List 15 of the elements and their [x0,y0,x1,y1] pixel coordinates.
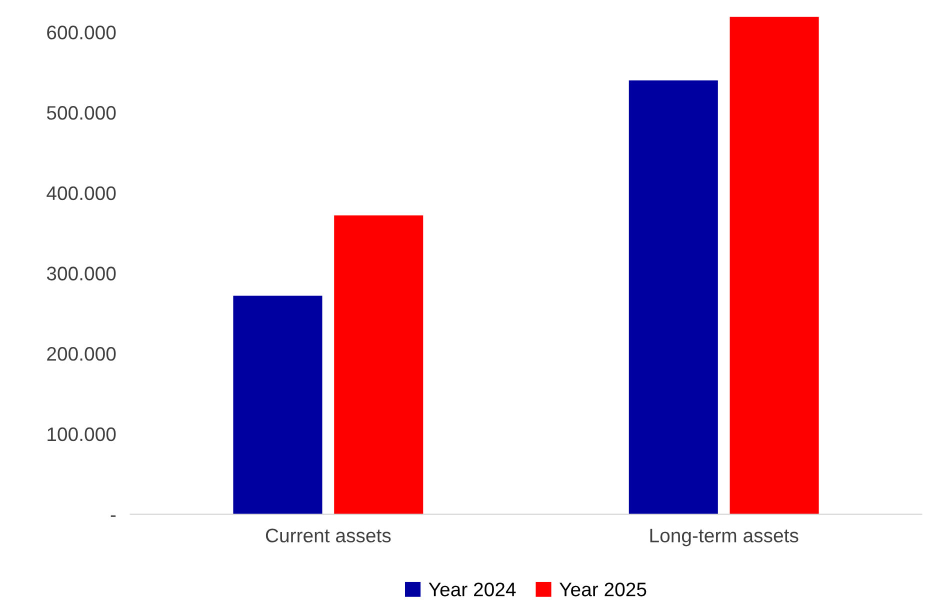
legend-label: Year 2025 [560,582,646,596]
y-tick-label: 300.000 [46,266,116,280]
bar [233,296,322,514]
bar [334,215,424,514]
y-tick-label: 200.000 [47,347,116,361]
y-tick-label: 400.000 [46,186,116,200]
x-tick-label: Long-term assets [650,528,798,546]
x-tick-label: Current assets [266,528,391,542]
bar [628,80,718,514]
bar [730,16,819,514]
legend-label: Year 2024 [428,582,516,596]
y-tick-label: - [110,515,116,517]
y-tick-label: 100.000 [48,427,116,442]
y-tick-label: 600.000 [47,26,116,40]
y-tick-label: 500.000 [46,106,116,120]
